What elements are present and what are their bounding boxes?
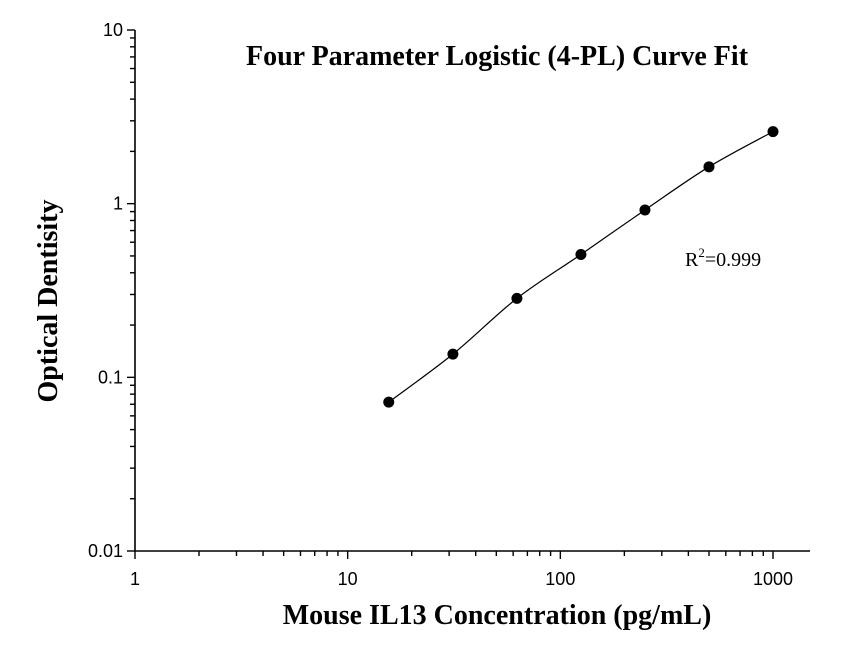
data-points: [383, 126, 779, 408]
chart-title: Four Parameter Logistic (4-PL) Curve Fit: [246, 41, 749, 72]
x-axis-ticks: [134, 551, 774, 559]
x-axis-tick-labels: 1 10 100 1000: [130, 569, 793, 589]
x-tick-label: 100: [545, 569, 575, 589]
x-tick-label: 1: [130, 569, 140, 589]
x-axis-title: Mouse IL13 Concentration (pg/mL): [283, 600, 712, 631]
data-point: [639, 204, 651, 216]
r-squared-superscript: 2: [698, 245, 705, 260]
data-point: [511, 292, 523, 304]
data-point: [703, 161, 715, 173]
data-point: [575, 248, 587, 260]
y-axis-title: Optical Dentisity: [33, 200, 64, 403]
data-point: [447, 348, 459, 360]
y-axis-ticks: [127, 29, 135, 552]
data-point: [767, 126, 779, 138]
r-squared-value: =0.999: [705, 249, 761, 271]
y-tick-label: 1: [113, 194, 123, 214]
r-squared-annotation: R2=0.999: [685, 245, 761, 271]
y-tick-label: 10: [103, 20, 123, 40]
y-axis-tick-labels: 0.01 0.1 1 10: [88, 20, 123, 561]
x-tick-label: 1000: [753, 569, 793, 589]
y-tick-label: 0.1: [98, 367, 123, 387]
r-squared-base: R: [685, 249, 699, 271]
data-point: [383, 396, 395, 408]
y-tick-label: 0.01: [88, 541, 123, 561]
x-tick-label: 10: [338, 569, 358, 589]
